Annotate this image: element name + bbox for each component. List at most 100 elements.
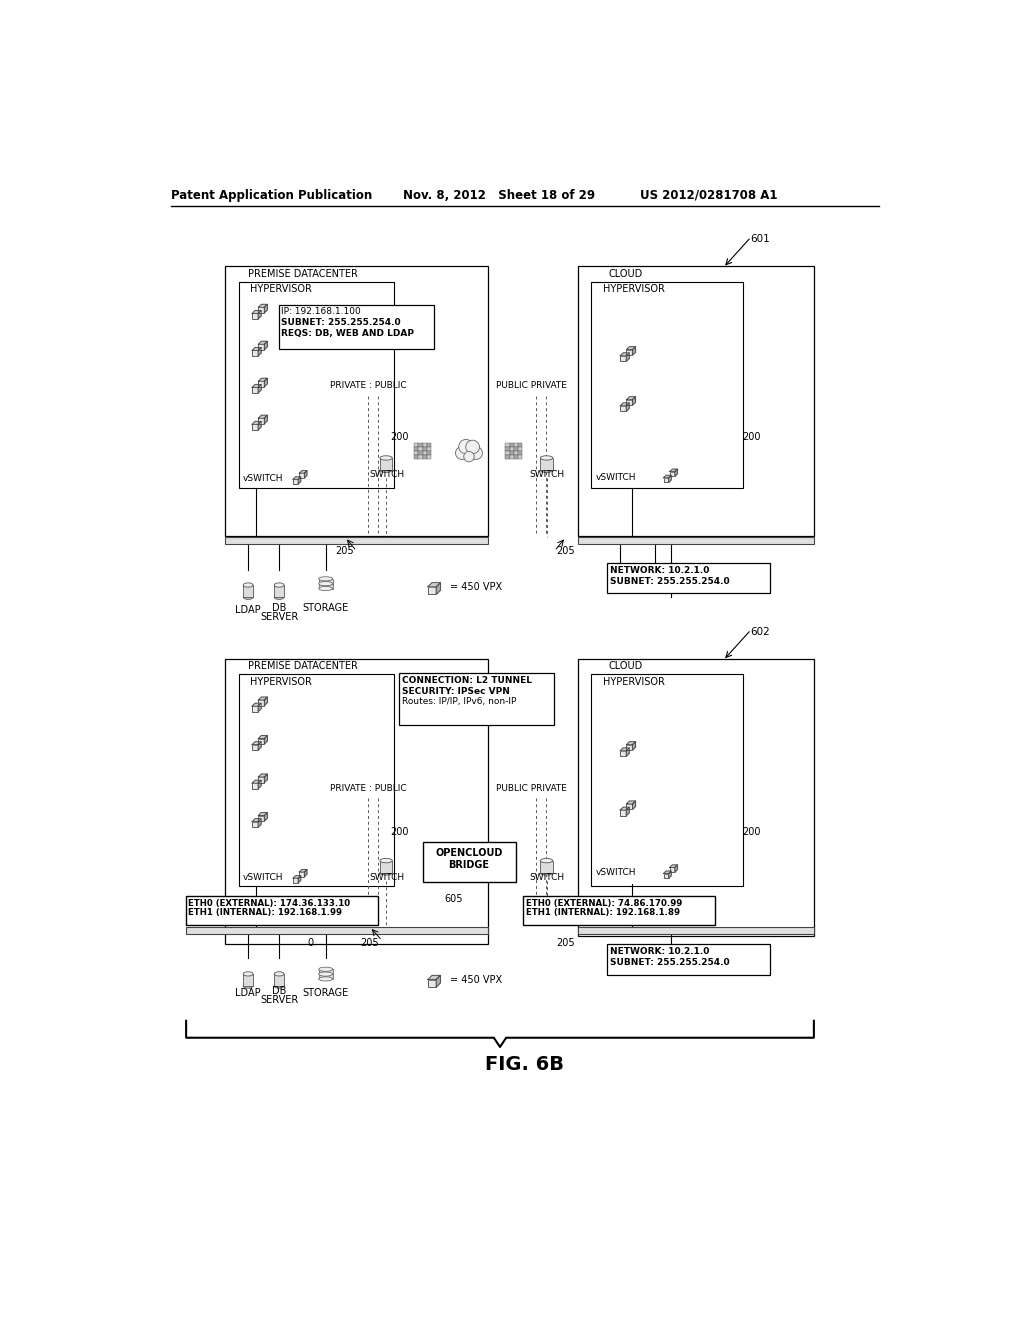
Text: = 450 VPX: = 450 VPX	[450, 975, 502, 985]
Bar	[239, 281, 394, 488]
Text: HYPERVISOR: HYPERVISOR	[603, 284, 665, 294]
Bar	[423, 451, 427, 455]
Polygon shape	[299, 870, 307, 873]
Polygon shape	[304, 471, 307, 478]
Bar	[423, 446, 427, 451]
Text: HYPERVISOR: HYPERVISOR	[251, 284, 312, 294]
Bar	[318, 578, 333, 583]
Bar	[518, 446, 522, 451]
Polygon shape	[252, 742, 261, 744]
Bar	[506, 455, 510, 459]
Text: CONNECTION: L2 TUNNEL: CONNECTION: L2 TUNNEL	[402, 676, 532, 685]
Text: = 450 VPX: = 450 VPX	[450, 582, 502, 593]
Ellipse shape	[244, 583, 253, 587]
Bar	[427, 442, 431, 446]
Text: SUBNET: 255.255.254.0: SUBNET: 255.255.254.0	[610, 958, 730, 966]
Polygon shape	[664, 871, 672, 874]
Bar	[318, 583, 333, 589]
Polygon shape	[633, 801, 636, 809]
Text: NETWORK: 10.2.1.0: NETWORK: 10.2.1.0	[610, 946, 710, 956]
Text: vSWITCH: vSWITCH	[595, 473, 636, 482]
Bar	[318, 974, 333, 979]
Polygon shape	[258, 735, 267, 738]
Text: SECURITY: IPSec VPN: SECURITY: IPSec VPN	[402, 686, 510, 696]
Polygon shape	[252, 704, 261, 706]
Bar	[244, 585, 253, 597]
Polygon shape	[627, 742, 636, 744]
Polygon shape	[627, 807, 630, 816]
Text: 205: 205	[557, 939, 575, 948]
Circle shape	[466, 440, 479, 454]
Ellipse shape	[380, 455, 392, 461]
Bar	[592, 281, 742, 488]
Text: Patent Application Publication: Patent Application Publication	[171, 189, 372, 202]
Text: 200: 200	[390, 826, 409, 837]
Ellipse shape	[244, 595, 253, 599]
Polygon shape	[436, 975, 440, 987]
Bar	[510, 446, 514, 451]
Bar	[506, 451, 510, 455]
Polygon shape	[436, 582, 440, 594]
Bar	[258, 381, 264, 387]
Ellipse shape	[318, 582, 333, 586]
Polygon shape	[627, 352, 630, 362]
Text: 602: 602	[751, 627, 770, 636]
Text: PREMISE DATACENTER: PREMISE DATACENTER	[248, 268, 358, 279]
Text: IP: 192.168.1.100: IP: 192.168.1.100	[282, 308, 361, 315]
Bar	[428, 979, 436, 987]
Text: 200: 200	[742, 432, 761, 442]
Polygon shape	[293, 477, 301, 479]
Text: SWITCH: SWITCH	[370, 873, 404, 882]
Polygon shape	[299, 471, 307, 473]
Ellipse shape	[318, 586, 333, 590]
Polygon shape	[675, 469, 678, 477]
Polygon shape	[627, 347, 636, 350]
Ellipse shape	[380, 871, 392, 875]
Bar	[427, 451, 431, 455]
Text: SUBNET: 255.255.254.0: SUBNET: 255.255.254.0	[282, 318, 401, 327]
Polygon shape	[258, 416, 267, 418]
Bar	[578, 267, 814, 536]
Ellipse shape	[274, 983, 284, 989]
Circle shape	[460, 441, 478, 461]
Circle shape	[456, 446, 468, 459]
Bar	[510, 455, 514, 459]
Polygon shape	[669, 871, 672, 878]
Polygon shape	[264, 735, 267, 744]
Polygon shape	[252, 384, 261, 387]
Bar	[541, 458, 553, 470]
Bar	[239, 675, 394, 886]
Bar	[299, 473, 304, 478]
Polygon shape	[621, 807, 630, 810]
Bar	[293, 479, 298, 484]
Bar	[423, 442, 427, 446]
Bar	[578, 659, 814, 936]
Bar	[506, 446, 510, 451]
Polygon shape	[633, 397, 636, 405]
Bar	[252, 424, 258, 430]
Ellipse shape	[318, 977, 333, 981]
Bar	[225, 659, 488, 944]
Text: SWITCH: SWITCH	[529, 873, 564, 882]
Text: SWITCH: SWITCH	[370, 470, 404, 479]
Text: REQS: DB, WEB AND LDAP: REQS: DB, WEB AND LDAP	[282, 329, 415, 338]
Text: vSWITCH: vSWITCH	[243, 474, 284, 483]
Bar	[418, 451, 423, 455]
Polygon shape	[264, 379, 267, 387]
Bar	[607, 944, 770, 974]
Bar	[414, 455, 418, 459]
Circle shape	[459, 440, 473, 454]
Polygon shape	[633, 347, 636, 355]
Bar	[664, 478, 669, 482]
Bar	[514, 451, 518, 455]
Text: PUBLIC PRIVATE: PUBLIC PRIVATE	[496, 784, 566, 793]
Polygon shape	[675, 865, 678, 873]
Text: ETH0 (EXTERNAL): 174.36.133.10: ETH0 (EXTERNAL): 174.36.133.10	[188, 899, 350, 908]
Bar	[252, 783, 258, 788]
Polygon shape	[252, 421, 261, 424]
Text: HYPERVISOR: HYPERVISOR	[603, 677, 665, 686]
Text: LDAP: LDAP	[236, 987, 261, 998]
Bar	[518, 451, 522, 455]
Polygon shape	[258, 379, 267, 381]
Polygon shape	[293, 875, 301, 878]
